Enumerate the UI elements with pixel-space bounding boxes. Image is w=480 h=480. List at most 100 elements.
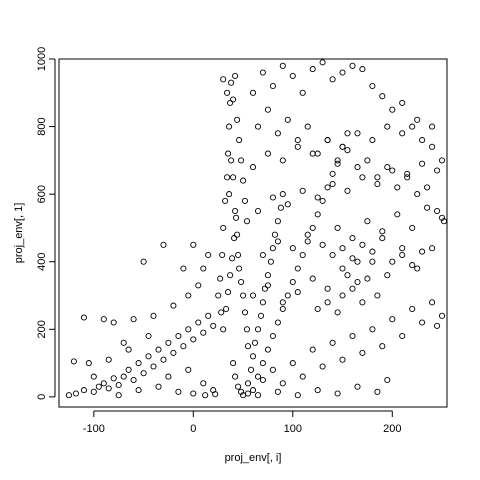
data-point [249, 387, 257, 394]
data-point [190, 390, 197, 397]
data-point [404, 174, 411, 181]
data-point [259, 360, 266, 367]
x-tick-label: 0 [190, 423, 196, 435]
data-point [329, 76, 336, 83]
y-tick-label: 200 [36, 320, 48, 338]
data-point [264, 150, 271, 157]
data-point [219, 251, 226, 259]
data-point [329, 180, 336, 188]
data-point [429, 245, 436, 252]
data-point [72, 390, 79, 397]
data-point [384, 123, 391, 130]
data-point [200, 329, 207, 336]
data-point [339, 143, 346, 150]
data-point [294, 265, 301, 272]
data-point [195, 282, 202, 289]
data-point [190, 336, 197, 343]
data-point [334, 224, 341, 231]
data-point [334, 160, 341, 167]
data-point [140, 258, 147, 265]
data-point [202, 392, 209, 399]
data-point [344, 272, 351, 279]
data-point [115, 381, 122, 389]
x-axis-title: proj_env[, i] [225, 452, 282, 464]
data-point [225, 150, 232, 157]
data-point [190, 241, 197, 248]
data-point [249, 292, 257, 299]
plot-frame [58, 58, 448, 408]
data-point [257, 312, 265, 319]
data-point [359, 349, 366, 356]
data-point [235, 383, 242, 390]
data-point [274, 319, 281, 326]
data-point [180, 265, 187, 272]
data-point [232, 207, 239, 215]
data-point [299, 89, 306, 96]
data-point [200, 265, 207, 272]
data-point [249, 353, 257, 360]
data-point [269, 366, 276, 373]
data-point [349, 285, 356, 292]
data-point [225, 289, 232, 296]
data-point [223, 305, 230, 313]
data-point [339, 356, 346, 363]
data-point [419, 160, 426, 167]
data-point [314, 305, 321, 313]
data-point [304, 231, 311, 238]
data-point [354, 383, 361, 390]
data-point [369, 137, 376, 144]
data-point [224, 174, 231, 181]
data-point [234, 116, 241, 123]
y-axis-title: proj_env[, 1] [13, 203, 25, 264]
data-point [314, 387, 321, 394]
data-point [289, 278, 296, 286]
data-point [369, 258, 376, 265]
data-point [195, 319, 202, 326]
data-point [65, 392, 72, 399]
data-point [232, 373, 239, 380]
data-point [309, 275, 316, 282]
data-point [160, 356, 167, 363]
data-point [284, 116, 291, 123]
data-point [232, 72, 239, 79]
data-point [244, 390, 252, 397]
data-point [244, 380, 252, 387]
data-point [359, 299, 366, 306]
data-point [220, 224, 227, 231]
data-point [235, 251, 242, 259]
data-point [294, 137, 301, 144]
data-point [264, 106, 271, 113]
data-point [175, 388, 182, 395]
data-point [254, 326, 262, 333]
data-point [120, 339, 127, 346]
data-point [279, 62, 286, 69]
data-point [314, 211, 321, 218]
data-point [205, 251, 212, 259]
data-point [150, 312, 157, 319]
data-point [269, 82, 276, 90]
data-point [319, 363, 326, 370]
data-point [269, 245, 276, 252]
data-point [264, 346, 271, 353]
data-point [115, 392, 122, 399]
data-point [185, 366, 192, 373]
data-point [238, 388, 245, 395]
data-point [349, 255, 356, 262]
data-point [175, 332, 182, 340]
data-point [70, 358, 77, 365]
data-point [409, 262, 416, 269]
x-tick-label: 200 [383, 423, 401, 435]
data-point [269, 194, 276, 201]
data-point [155, 383, 162, 390]
data-point [249, 164, 257, 171]
data-point [145, 353, 152, 360]
data-point [236, 265, 243, 272]
data-point [238, 157, 245, 164]
data-point [419, 319, 426, 326]
data-point [130, 316, 137, 323]
data-point [105, 385, 112, 392]
data-point [438, 214, 446, 221]
data-point [309, 66, 316, 73]
data-point [374, 180, 381, 188]
